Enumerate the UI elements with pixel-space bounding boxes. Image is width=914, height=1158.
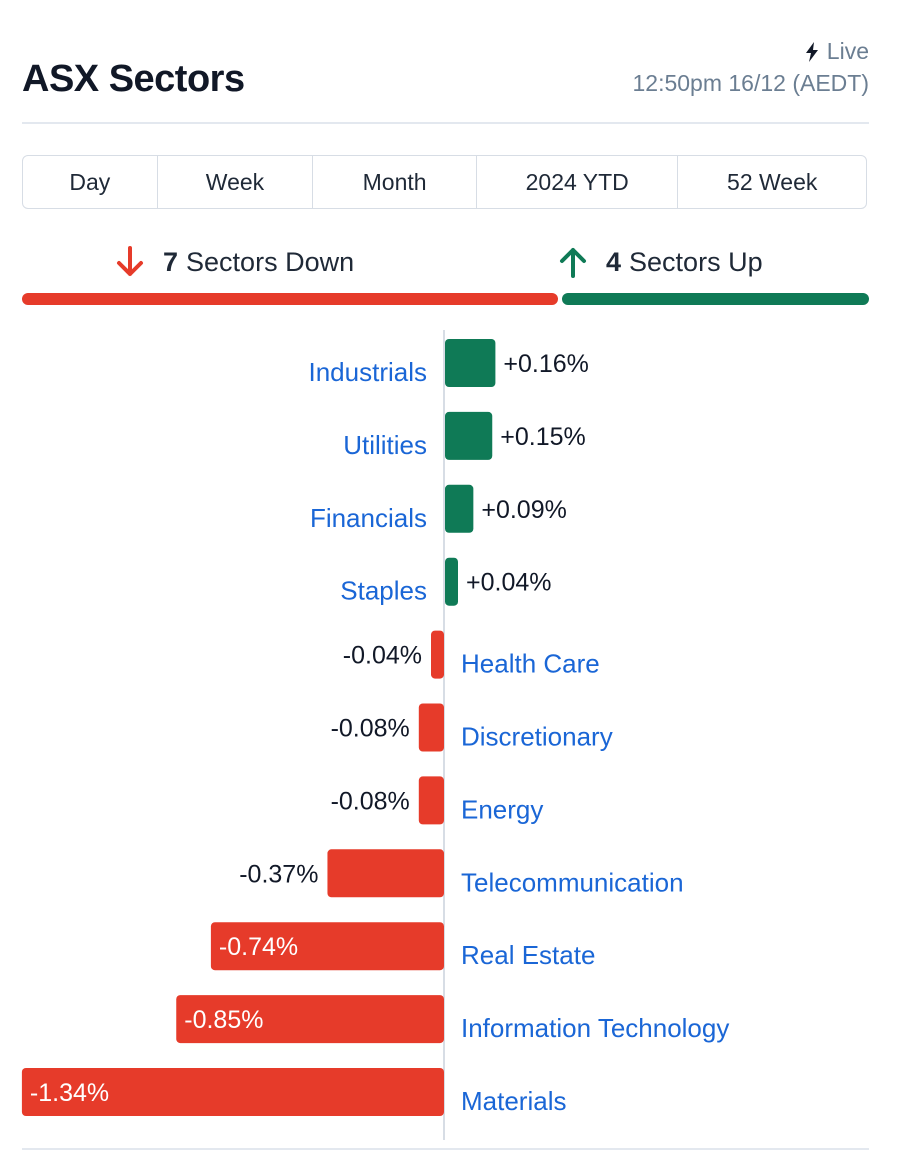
- sectors-down-label: Sectors Down: [186, 246, 355, 277]
- value-label-health-care: -0.04%: [343, 642, 422, 670]
- bar-utilities: [445, 411, 493, 460]
- sector-link-staples[interactable]: Staples: [340, 576, 427, 606]
- sector-link-discretionary[interactable]: Discretionary: [461, 722, 613, 752]
- bar-telecommunication: [327, 849, 444, 898]
- tab-day[interactable]: Day: [23, 156, 158, 208]
- value-label-industrials: +0.16%: [503, 350, 589, 378]
- sector-link-utilities[interactable]: Utilities: [343, 430, 427, 460]
- page-title: ASX Sectors: [22, 58, 245, 100]
- live-label: Live: [826, 38, 869, 64]
- tab-month[interactable]: Month: [313, 156, 477, 208]
- sector-link-telecommunication[interactable]: Telecommunication: [461, 867, 684, 897]
- bar-staples: [445, 557, 458, 606]
- sectors-up-count: 4: [606, 246, 622, 277]
- sector-link-financials[interactable]: Financials: [310, 503, 427, 533]
- bar-real-estate: [210, 922, 444, 971]
- sector-link-energy[interactable]: Energy: [461, 794, 543, 824]
- sector-link-health-care[interactable]: Health Care: [461, 649, 600, 679]
- live-indicator: Live: [805, 38, 869, 65]
- header: ASX Sectors Live 12:50pm 16/12 (AEDT): [22, 0, 869, 124]
- footer-divider: [22, 1148, 869, 1150]
- bar-industrials: [445, 339, 496, 387]
- arrow-down-icon: [115, 245, 145, 279]
- value-label-telecommunication: -0.37%: [239, 860, 318, 888]
- value-label-energy: -0.08%: [331, 787, 410, 815]
- value-label-staples: +0.04%: [466, 569, 552, 597]
- timestamp: 12:50pm 16/12 (AEDT): [632, 70, 869, 96]
- sector-link-real-estate[interactable]: Real Estate: [461, 940, 595, 970]
- value-label-real-estate: -0.74%: [219, 933, 298, 961]
- value-label-materials: -1.34%: [30, 1079, 109, 1107]
- sector-performance-chart: +0.16% Industrials +0.15% Utilities +0.09% Fi…: [21, 330, 729, 1140]
- value-label-discretionary: -0.08%: [331, 715, 410, 743]
- arrow-up-icon: [558, 245, 588, 279]
- value-label-information-technology: -0.85%: [184, 1006, 263, 1034]
- bar-health-care: [431, 630, 444, 679]
- lightning-bolt-icon: [805, 41, 819, 62]
- tab-52-week[interactable]: 52 Week: [727, 168, 818, 195]
- sectors-down-count: 7: [163, 246, 179, 277]
- sector-link-information-technology[interactable]: Information Technology: [461, 1013, 729, 1043]
- period-tabs: Day Week Month 2024 YTD 52 Week: [22, 155, 867, 209]
- sectors-down-summary: 7 Sectors Down: [115, 240, 354, 284]
- sector-link-industrials[interactable]: Industrials: [309, 357, 428, 387]
- bar-discretionary: [418, 703, 444, 752]
- bar-financials: [445, 484, 474, 533]
- value-label-financials: +0.09%: [481, 496, 566, 524]
- bar-information-technology: [176, 995, 444, 1044]
- sectors-up-ratio-bar: [562, 293, 869, 305]
- sectors-up-label: Sectors Up: [629, 246, 763, 277]
- sector-link-materials[interactable]: Materials: [461, 1086, 566, 1116]
- sectors-down-ratio-bar: [22, 293, 558, 305]
- sectors-up-summary: 4 Sectors Up: [558, 240, 763, 284]
- tab-2024-ytd[interactable]: 2024 YTD: [477, 156, 679, 208]
- bar-materials: [21, 1068, 445, 1116]
- bar-energy: [418, 776, 444, 825]
- value-label-utilities: +0.15%: [500, 423, 586, 451]
- tab-week[interactable]: Week: [158, 156, 314, 208]
